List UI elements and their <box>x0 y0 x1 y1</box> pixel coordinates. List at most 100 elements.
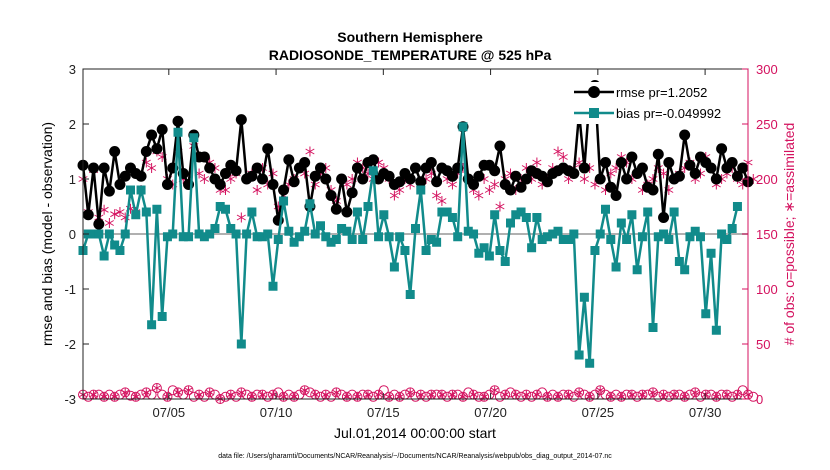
bias-point <box>416 185 426 195</box>
rmse-point <box>647 184 659 196</box>
bias-point <box>606 235 616 244</box>
possible-marker <box>727 391 738 402</box>
bias-point <box>632 265 642 275</box>
rmse-point <box>473 170 485 182</box>
possible-marker <box>183 385 194 396</box>
bias-point <box>358 235 368 244</box>
assimilated-low-marker <box>490 386 499 395</box>
rmse-point <box>679 129 691 141</box>
rmse-point <box>489 165 501 177</box>
possible-marker <box>151 383 162 393</box>
possible-marker <box>632 391 643 402</box>
possible-marker <box>663 391 674 402</box>
rmse-point <box>156 124 168 135</box>
y-axis-label-left: rmse and bias (model - observation) <box>39 122 55 346</box>
assimilated-marker <box>495 201 505 212</box>
rmse-point <box>278 184 290 196</box>
assimilated-low-marker <box>448 390 457 399</box>
possible-marker <box>526 391 537 402</box>
bias-point <box>199 232 209 242</box>
bias-point <box>331 235 341 244</box>
x-tick-label: 07/15 <box>367 405 400 420</box>
assimilated-low-marker <box>564 390 573 399</box>
possible-marker <box>341 391 352 402</box>
rmse-point <box>689 168 701 179</box>
y-left-tick-label: -1 <box>64 282 76 297</box>
x-tick-label: 07/10 <box>260 405 293 420</box>
rmse-point <box>283 154 295 166</box>
bias-point <box>432 237 442 247</box>
assimilated-low-marker <box>121 388 129 397</box>
rmse-point <box>325 190 337 201</box>
rmse-point <box>737 162 749 174</box>
bias-point <box>395 232 405 242</box>
y-left-tick-label: 2 <box>69 117 76 132</box>
bias-point <box>263 229 273 239</box>
bias-point <box>453 232 463 242</box>
rmse-point <box>341 206 353 218</box>
bias-point <box>115 246 125 255</box>
possible-marker <box>220 391 231 402</box>
possible-marker <box>653 391 664 402</box>
y-left-tick-label: -2 <box>64 337 76 352</box>
bias-point <box>184 232 194 242</box>
rmse-point <box>246 170 258 182</box>
bias-point <box>732 202 742 211</box>
rmse-point <box>594 173 606 185</box>
possible-marker <box>289 391 300 402</box>
bias-point <box>310 229 320 239</box>
assimilated-low-marker <box>723 390 731 399</box>
rmse-point <box>288 176 300 188</box>
assimilated-low-marker <box>300 386 309 395</box>
rmse-point <box>415 176 427 188</box>
rmse-point <box>605 181 617 193</box>
assimilated-low-marker <box>575 388 583 397</box>
assimilated-marker <box>532 157 542 168</box>
bias-point <box>564 235 574 244</box>
bias-point <box>479 243 489 253</box>
x-tick-label: 07/25 <box>582 405 615 420</box>
bias-point <box>622 235 632 244</box>
bias-point <box>247 207 257 217</box>
rmse-point <box>235 114 247 126</box>
chart-title: Southern Hemisphere <box>337 29 483 45</box>
possible-marker <box>384 391 395 402</box>
possible-marker <box>378 385 389 396</box>
rmse-point <box>214 179 226 190</box>
assimilated-low-marker <box>659 390 668 399</box>
bias-point <box>141 207 151 217</box>
assimilated-low-marker <box>501 390 509 399</box>
possible-marker <box>125 390 136 401</box>
rmse-point <box>710 173 722 185</box>
bias-point <box>289 237 299 247</box>
y-right-tick-label: 200 <box>756 172 778 187</box>
bias-point <box>680 265 690 275</box>
y-axis-label-right: # of obs: o=possible; ∗=assimilated <box>781 123 797 346</box>
bias-point <box>569 229 579 239</box>
y-right-tick-label: 100 <box>756 282 778 297</box>
bias-point <box>294 232 304 242</box>
bias-point <box>527 243 537 253</box>
bias-point <box>147 320 157 330</box>
assimilated-marker <box>437 196 447 206</box>
bias-point <box>257 232 267 242</box>
y-right-axis-ticks: 300 250 200 150 100 50 0 <box>742 62 778 407</box>
bias-point <box>405 290 415 299</box>
bias-point <box>226 224 236 233</box>
bias-point <box>558 235 568 244</box>
assimilated-low-marker <box>364 390 372 399</box>
assimilated-low-marker <box>427 390 436 399</box>
assimilated-marker <box>199 174 209 184</box>
rmse-point <box>330 203 342 215</box>
bias-point <box>611 262 621 272</box>
bias-point <box>379 210 389 220</box>
bias-point <box>701 309 711 319</box>
bias-point <box>411 224 420 233</box>
assimilated-low-marker <box>533 390 541 399</box>
possible-marker <box>304 387 315 398</box>
assimilated-marker <box>558 152 568 162</box>
y-left-tick-label: 0 <box>69 227 76 242</box>
possible-marker <box>679 391 690 402</box>
possible-marker <box>236 387 247 398</box>
bias-point <box>352 207 362 217</box>
